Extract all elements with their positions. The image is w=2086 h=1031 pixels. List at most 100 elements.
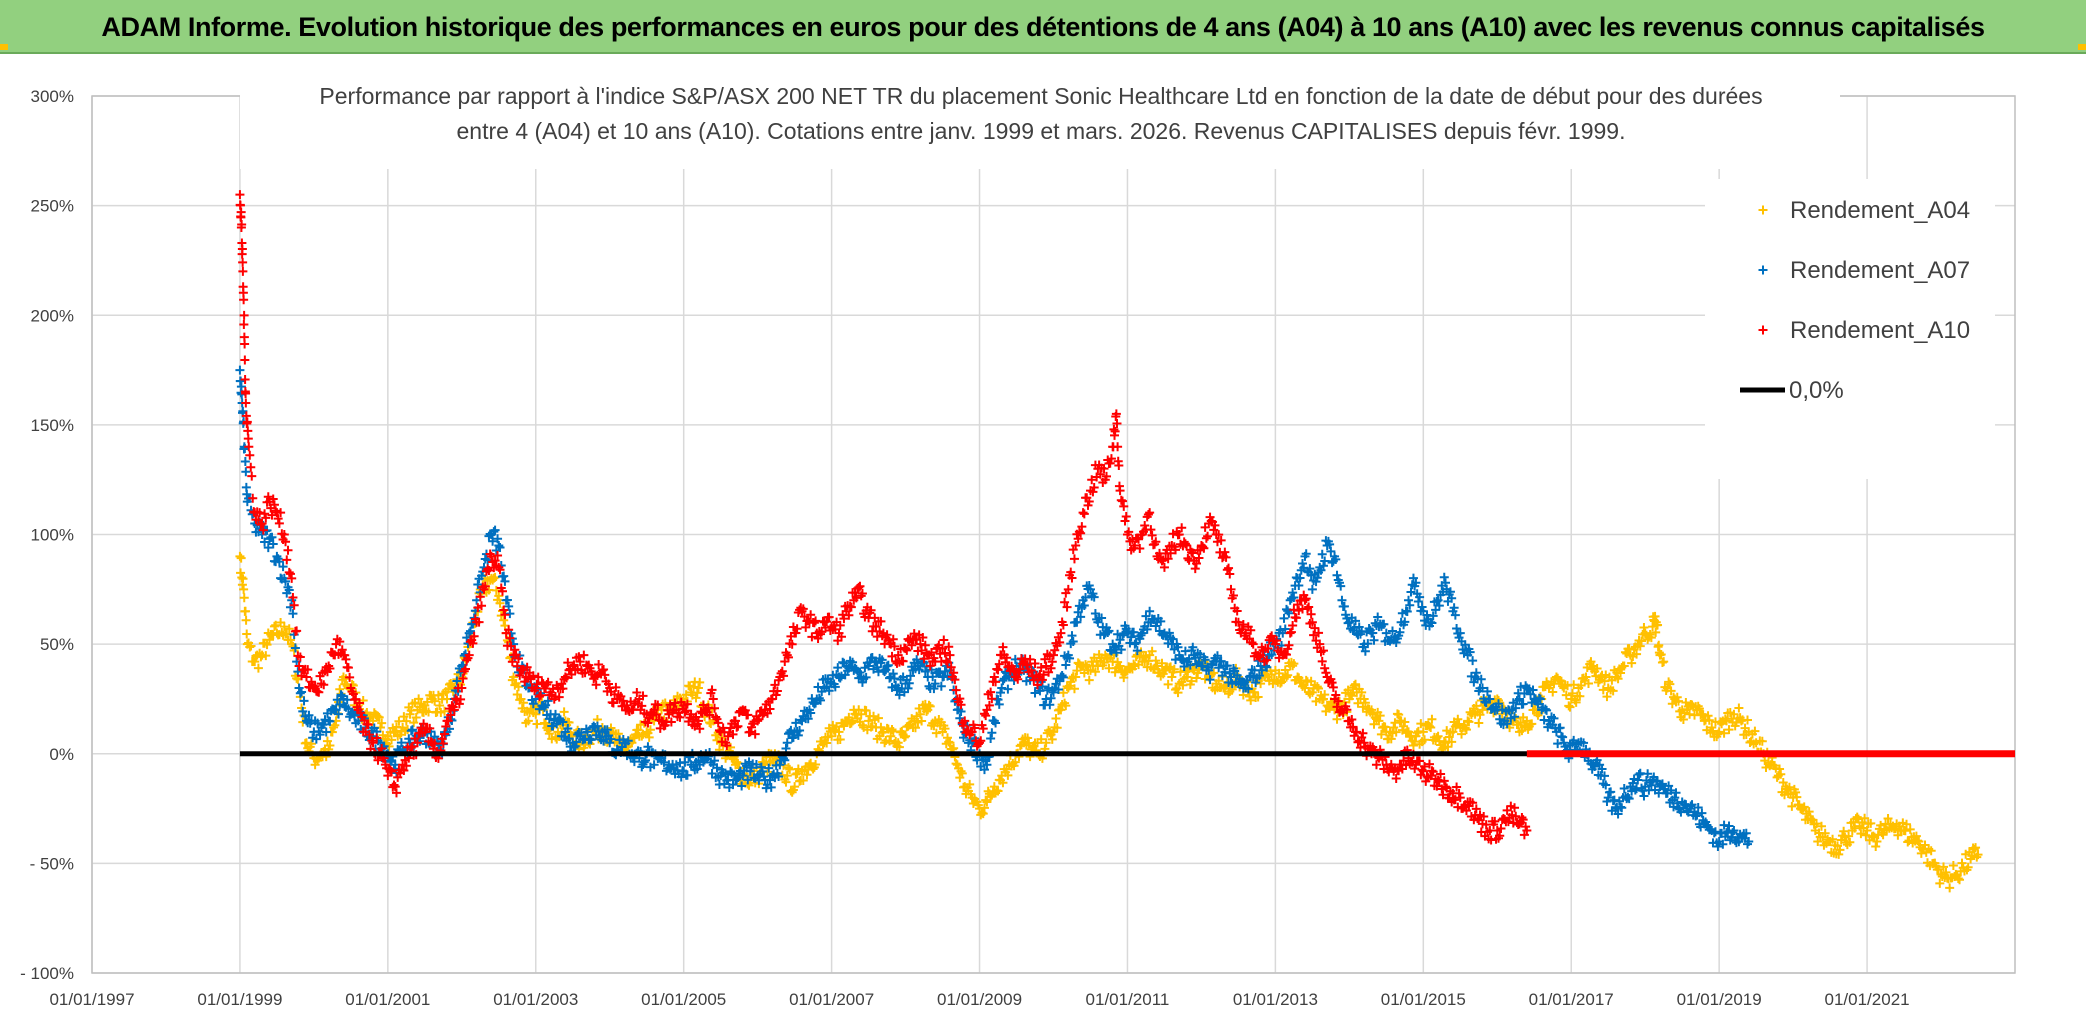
series-layer <box>235 190 2015 893</box>
data-point-A10 <box>1321 668 1331 678</box>
data-point-A07 <box>870 656 880 666</box>
corner-accent-left <box>0 44 8 50</box>
data-point-A04 <box>1169 664 1179 674</box>
data-point-A10 <box>239 295 249 305</box>
data-point-A04 <box>541 719 551 729</box>
data-point-A04 <box>559 707 569 717</box>
data-point-A04 <box>1527 719 1537 729</box>
data-point-A10 <box>557 679 567 689</box>
data-point-A10 <box>1214 530 1224 540</box>
data-point-A10 <box>243 426 253 436</box>
data-point-A10 <box>970 723 980 733</box>
data-point-A07 <box>712 763 722 773</box>
data-point-A07 <box>1453 628 1463 638</box>
data-point-A07 <box>297 687 307 697</box>
data-point-A07 <box>1597 764 1607 774</box>
data-point-A04 <box>1967 851 1977 861</box>
data-point-A10 <box>1471 804 1481 814</box>
data-point-A10 <box>740 705 750 715</box>
data-point-A10 <box>713 718 723 728</box>
data-point-A10 <box>1180 539 1190 549</box>
data-point-A07 <box>1369 635 1379 645</box>
data-point-A04 <box>1675 706 1685 716</box>
data-point-A07 <box>668 759 678 769</box>
data-point-A07 <box>771 760 781 770</box>
data-point-A07 <box>659 757 669 767</box>
data-point-A10 <box>942 657 952 667</box>
data-point-A07 <box>502 595 512 605</box>
data-point-A10 <box>235 190 245 200</box>
data-point-A04 <box>1565 702 1575 712</box>
data-point-A10 <box>1510 803 1520 813</box>
data-point-A10 <box>1461 806 1471 816</box>
data-point-A07 <box>1111 648 1121 658</box>
data-point-A04 <box>917 716 927 726</box>
data-point-A04 <box>993 786 1003 796</box>
data-point-A04 <box>644 732 654 742</box>
data-point-A10 <box>514 653 524 663</box>
data-point-A10 <box>887 651 897 661</box>
data-point-A04 <box>1416 719 1426 729</box>
data-point-A07 <box>1406 587 1416 597</box>
data-point-A10 <box>1496 824 1506 834</box>
data-point-A10 <box>1302 604 1312 614</box>
data-point-A04 <box>1816 821 1826 831</box>
data-point-A10 <box>273 514 283 524</box>
data-point-A07 <box>1337 595 1347 605</box>
data-point-A04 <box>788 785 798 795</box>
data-point-A04 <box>822 738 832 748</box>
data-point-A07 <box>1331 554 1341 564</box>
data-point-A10 <box>1284 640 1294 650</box>
data-point-A07 <box>811 698 821 708</box>
y-tick-label: 150% <box>31 416 74 435</box>
data-point-A10 <box>774 675 784 685</box>
data-point-A04 <box>873 713 883 723</box>
data-point-A04 <box>1010 757 1020 767</box>
data-point-A07 <box>1671 788 1681 798</box>
data-point-A10 <box>1285 628 1295 638</box>
data-point-A04 <box>1856 829 1866 839</box>
data-point-A04 <box>1332 714 1342 724</box>
data-point-A07 <box>396 738 406 748</box>
data-point-A04 <box>633 725 643 735</box>
data-point-A07 <box>1132 646 1142 656</box>
data-point-A07 <box>803 714 813 724</box>
x-tick-label: 01/01/2013 <box>1233 990 1318 1009</box>
data-point-A07 <box>1058 672 1068 682</box>
data-point-A10 <box>348 689 358 699</box>
data-point-A10 <box>1095 469 1105 479</box>
data-point-A10 <box>504 625 514 635</box>
data-point-A07 <box>1445 587 1455 597</box>
data-point-A10 <box>271 506 281 516</box>
data-point-A07 <box>877 655 887 665</box>
data-point-A04 <box>830 727 840 737</box>
chart-subtitle-line: Performance par rapport à l'indice S&P/A… <box>319 83 1762 109</box>
data-point-A10 <box>558 684 568 694</box>
data-point-A07 <box>490 525 500 535</box>
data-point-A10 <box>1106 454 1116 464</box>
data-point-A07 <box>1317 549 1327 559</box>
data-point-A10 <box>994 659 1004 669</box>
data-point-A07 <box>1326 546 1336 556</box>
data-point-A07 <box>1634 769 1644 779</box>
data-point-A04 <box>1147 646 1157 656</box>
data-point-A10 <box>1077 522 1087 532</box>
data-point-A10 <box>1371 760 1381 770</box>
y-tick-label: 200% <box>31 306 74 325</box>
data-point-A10 <box>691 712 701 722</box>
data-point-A10 <box>515 670 525 680</box>
data-point-A10 <box>468 638 478 648</box>
chart-legend: Rendement_A04 Rendement_A07 Rendement_A10 0… <box>1705 179 1995 479</box>
data-point-A04 <box>1740 723 1750 733</box>
data-point-A07 <box>903 683 913 693</box>
data-point-A04 <box>1659 657 1669 667</box>
data-point-A04 <box>1249 687 1259 697</box>
data-point-A07 <box>320 715 330 725</box>
data-point-A10 <box>297 671 307 681</box>
data-point-A10 <box>1358 728 1368 738</box>
data-point-A10 <box>430 739 440 749</box>
data-point-A10 <box>1254 652 1264 662</box>
data-point-A04 <box>1666 686 1676 696</box>
data-point-A10 <box>1511 811 1521 821</box>
data-point-A04 <box>910 723 920 733</box>
